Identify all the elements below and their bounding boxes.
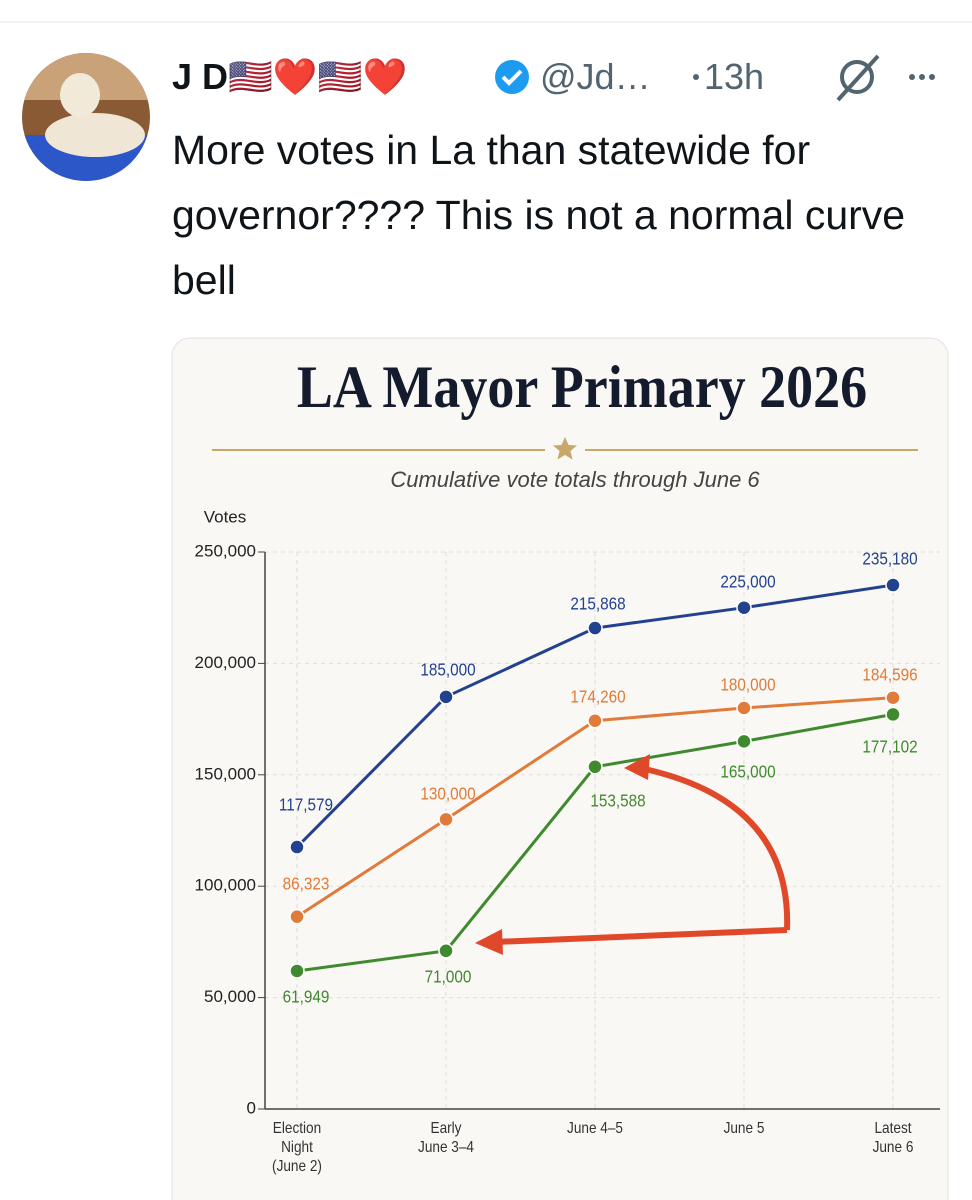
y-tick-label: 50,000 xyxy=(204,987,256,1006)
x-tick-label: June 5 xyxy=(723,1120,765,1137)
data-point xyxy=(736,700,752,716)
data-label: 185,000 xyxy=(420,660,475,680)
chart-subtitle: Cumulative vote totals through June 6 xyxy=(390,467,760,492)
x-tick-label: Early June 3–4 xyxy=(418,1120,474,1156)
image-card[interactable] xyxy=(171,337,949,1200)
data-label: 235,180 xyxy=(862,549,917,569)
data-point xyxy=(438,811,454,828)
y-tick-label: 100,000 xyxy=(195,876,256,895)
data-point xyxy=(885,706,901,723)
time[interactable]: 13h xyxy=(704,56,764,97)
x-tick-label: June 4–5 xyxy=(567,1120,623,1137)
data-label: 71,000 xyxy=(425,967,472,987)
y-tick-label: 150,000 xyxy=(195,764,256,783)
data-point xyxy=(736,733,752,750)
data-point xyxy=(587,712,603,729)
tweet-text: More votes in La than statewide for gove… xyxy=(172,127,906,303)
data-label: 130,000 xyxy=(420,784,475,804)
plot: 0 50,000 100,000 150,000 200,000 250,000 117,5… xyxy=(195,541,940,1117)
data-point xyxy=(587,759,603,775)
x-tick-label: Election Night (June 2) xyxy=(272,1120,322,1175)
data-label: 184,596 xyxy=(862,665,917,685)
chart-title: LA Mayor Primary 2026 xyxy=(297,354,867,420)
data-label: 165,000 xyxy=(720,762,775,782)
data-label: 117,579 xyxy=(279,795,333,815)
data-label: 225,000 xyxy=(720,572,775,592)
data-label: 174,260 xyxy=(570,687,625,707)
author-name[interactable]: J D🇺🇸❤️🇺🇸❤️ xyxy=(172,56,407,97)
y-tick-label: 0 xyxy=(247,1098,256,1117)
data-label: 215,868 xyxy=(570,594,625,614)
data-point xyxy=(289,839,305,855)
data-label: 86,323 xyxy=(283,874,330,894)
data-point xyxy=(587,620,603,636)
data-point xyxy=(289,963,305,979)
data-point xyxy=(289,908,305,925)
y-tick-label: 200,000 xyxy=(195,653,256,672)
verified-badge xyxy=(495,60,529,94)
handle[interactable]: @Jd… xyxy=(540,56,651,97)
red-arrow xyxy=(475,754,791,955)
grok-icon[interactable] xyxy=(836,54,880,102)
avatar[interactable] xyxy=(20,50,160,195)
data-label: 153,588 xyxy=(590,791,645,811)
data-point xyxy=(438,943,454,959)
data-point xyxy=(736,599,752,616)
x-tick-label: Latest June 6 xyxy=(872,1120,914,1156)
data-label: 61,949 xyxy=(283,987,330,1007)
data-point xyxy=(885,577,901,593)
y-tick-label: 250,000 xyxy=(195,541,256,560)
data-label: 180,000 xyxy=(720,675,775,695)
data-label: 177,102 xyxy=(862,737,917,757)
dot xyxy=(693,74,699,80)
y-axis-label: Votes xyxy=(204,507,247,526)
divider xyxy=(212,437,918,460)
more-menu[interactable] xyxy=(909,74,935,80)
data-point xyxy=(438,689,454,705)
data-point xyxy=(885,689,901,706)
